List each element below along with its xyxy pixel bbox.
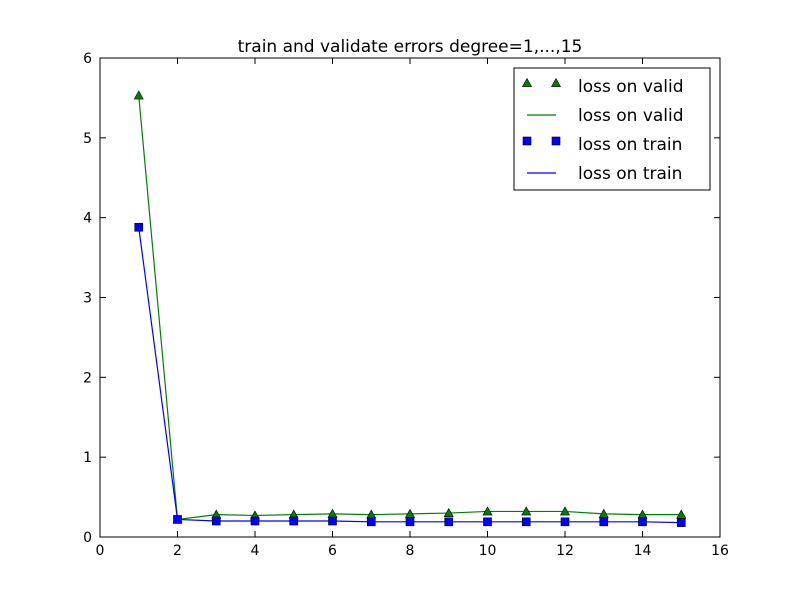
legend-box (513, 67, 711, 191)
data-point-loss-on-valid (521, 506, 532, 516)
data-point-loss-on-train (483, 517, 492, 527)
data-point-loss-on-train (444, 517, 454, 527)
legend-marker (550, 77, 562, 87)
data-point-loss-on-train (134, 222, 144, 232)
y-tick-label: 1 (83, 450, 92, 466)
data-point-loss-on-train (366, 517, 376, 527)
x-tick-label: 2 (173, 543, 182, 559)
data-point-loss-on-train (173, 515, 182, 524)
data-point-loss-on-valid (404, 508, 416, 518)
x-tick-label: 14 (634, 543, 652, 559)
data-point-loss-on-train (328, 516, 337, 526)
x-tick-label: 12 (556, 543, 574, 559)
data-point-loss-on-valid (676, 509, 687, 519)
data-point-loss-on-train (560, 517, 570, 527)
legend-marker (522, 136, 532, 146)
data-point-loss-on-valid (598, 508, 609, 518)
x-tick-label: 4 (251, 543, 260, 559)
x-tick-label: 10 (479, 543, 497, 559)
x-tick-label: 6 (328, 543, 337, 559)
x-tick-label: 8 (406, 543, 415, 559)
x-tick-label: 0 (96, 543, 105, 559)
data-point-loss-on-valid (559, 506, 571, 516)
legend-marker (521, 77, 533, 87)
y-tick-label: 0 (83, 530, 92, 546)
data-point-loss-on-train (405, 517, 415, 527)
series-layer (133, 90, 687, 527)
chart-title: train and validate errors degree=1,...,1… (238, 37, 583, 57)
data-point-loss-on-train (599, 517, 609, 527)
data-point-loss-on-train (521, 517, 531, 527)
data-point-loss-on-train (676, 518, 686, 527)
x-tick-label: 16 (711, 543, 729, 559)
data-point-loss-on-valid (482, 506, 493, 516)
data-point-loss-on-train (289, 516, 299, 526)
y-tick-label: 6 (83, 51, 92, 67)
legend-marker (551, 136, 561, 146)
y-tick-label: 3 (83, 291, 92, 307)
legend-label: loss on train (578, 164, 682, 184)
legend: loss on valid loss on valid loss on train l… (513, 67, 711, 191)
series-line-loss-on-train (138, 227, 682, 524)
y-tick-label: 2 (83, 370, 92, 386)
legend-label: loss on valid (578, 106, 684, 126)
y-tick-label: 4 (83, 211, 92, 227)
y-tick-label: 5 (83, 131, 92, 147)
legend-label: loss on train (578, 135, 682, 155)
data-point-loss-on-valid (443, 507, 454, 517)
data-point-loss-on-train (211, 516, 221, 526)
data-point-loss-on-train (638, 517, 647, 527)
data-point-loss-on-train (250, 516, 260, 526)
data-point-loss-on-valid (133, 90, 144, 100)
legend-label: loss on valid (578, 77, 684, 97)
